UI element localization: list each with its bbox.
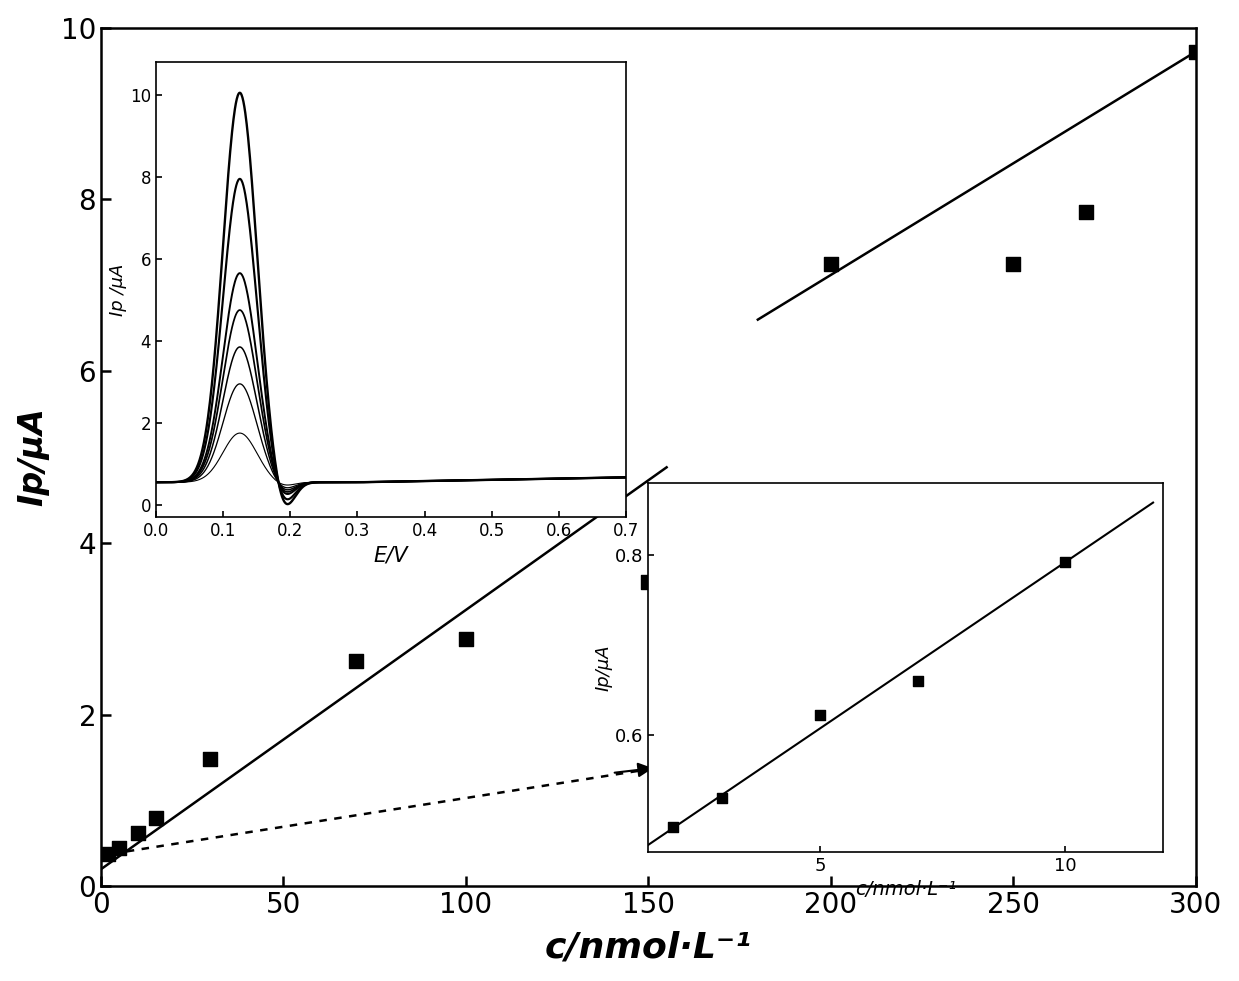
Point bbox=[1186, 44, 1206, 60]
Point bbox=[201, 751, 221, 767]
Point bbox=[128, 825, 147, 841]
Point bbox=[109, 840, 129, 855]
Point bbox=[1004, 256, 1023, 272]
Point bbox=[146, 810, 166, 826]
Point bbox=[638, 574, 658, 590]
Y-axis label: Ip/μA: Ip/μA bbox=[16, 407, 50, 506]
Point bbox=[821, 256, 841, 272]
X-axis label: c/nmol·L⁻¹: c/nmol·L⁻¹ bbox=[545, 930, 752, 964]
Point bbox=[347, 653, 367, 669]
Point bbox=[456, 631, 476, 646]
Point bbox=[1077, 204, 1097, 220]
Point bbox=[98, 846, 118, 861]
